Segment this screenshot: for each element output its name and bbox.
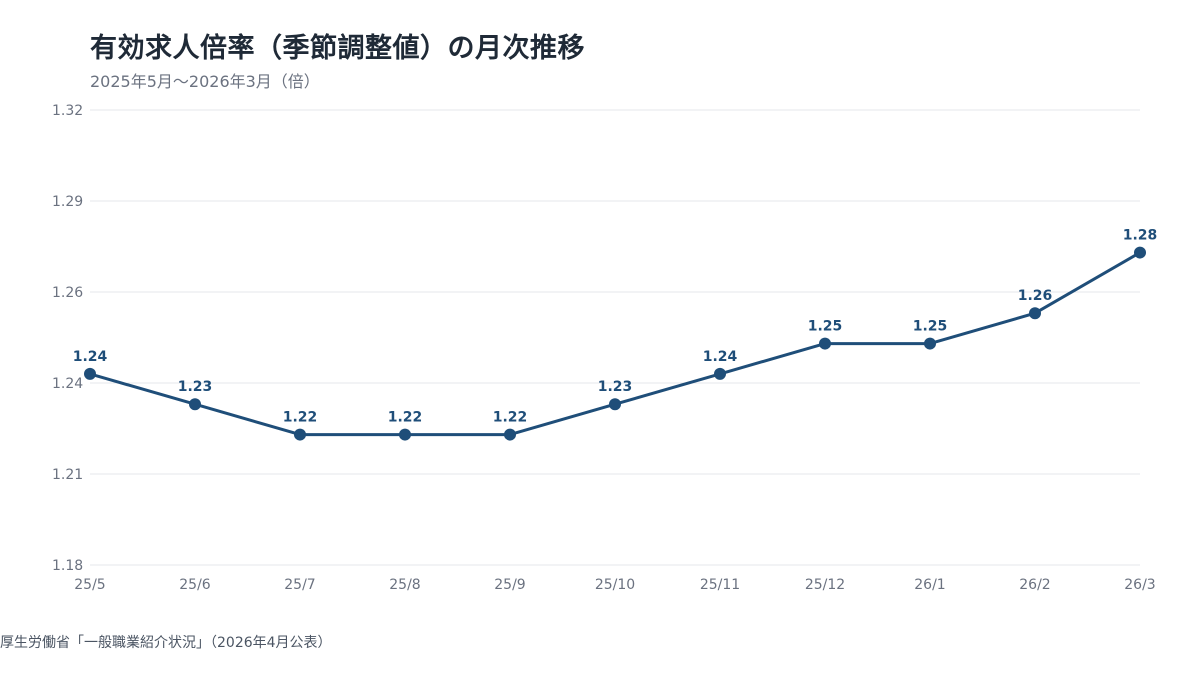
data-label: 1.24: [73, 349, 108, 365]
data-points: [84, 246, 1146, 441]
data-point[interactable]: [714, 367, 726, 380]
data-label: 1.25: [913, 319, 948, 335]
data-point[interactable]: [399, 428, 411, 441]
y-axis-tick-labels: 1.18 1.21 1.24 1.26 1.29 1.32: [52, 103, 83, 574]
grid-lines: [90, 109, 1140, 566]
data-label: 1.24: [703, 349, 738, 365]
x-tick-label: 26/2: [1019, 577, 1050, 593]
data-label: 1.25: [808, 319, 843, 335]
data-point[interactable]: [189, 398, 201, 411]
x-tick-label: 25/12: [805, 577, 845, 593]
data-point[interactable]: [819, 337, 831, 350]
y-tick-label: 1.18: [52, 558, 83, 574]
data-label: 1.22: [388, 410, 423, 426]
chart-title: 有効求人倍率（季節調整値）の月次推移: [90, 33, 585, 64]
data-labels: 1.24 1.23 1.22 1.22 1.22 1.23 1.24 1.25 1.25 1.26…: [73, 228, 1158, 426]
data-point[interactable]: [1029, 307, 1041, 320]
x-tick-label: 25/9: [494, 577, 525, 593]
data-label: 1.26: [1018, 288, 1053, 304]
y-tick-label: 1.29: [52, 194, 83, 210]
data-point[interactable]: [609, 398, 621, 411]
data-label: 1.22: [283, 410, 318, 426]
x-tick-label: 26/1: [914, 577, 945, 593]
y-tick-label: 1.21: [52, 467, 83, 483]
chart-subtitle: 2025年5月〜2026年3月（倍）: [90, 72, 320, 91]
source-note: 厚生労働省「一般職業紹介状況」（2026年4月公表）: [0, 632, 1200, 652]
data-point[interactable]: [84, 367, 96, 380]
x-tick-label: 25/5: [74, 577, 105, 593]
y-tick-label: 1.24: [52, 376, 83, 392]
data-label: 1.23: [178, 379, 213, 395]
data-point[interactable]: [924, 337, 936, 350]
x-tick-label: 25/7: [284, 577, 315, 593]
y-tick-label: 1.26: [52, 285, 83, 301]
x-tick-label: 25/6: [179, 577, 211, 593]
data-label: 1.28: [1123, 228, 1158, 244]
data-point[interactable]: [1134, 246, 1146, 259]
data-label: 1.23: [598, 379, 633, 395]
x-axis-tick-labels: 25/5 25/6 25/7 25/8 25/9 25/10 25/11 25/12 26/1 2…: [74, 577, 1155, 593]
data-point[interactable]: [294, 428, 306, 441]
x-tick-label: 25/11: [700, 577, 740, 593]
x-tick-label: 25/10: [595, 577, 635, 593]
data-label: 1.22: [493, 410, 528, 426]
x-tick-label: 26/3: [1124, 577, 1155, 593]
source-note-text: 厚生労働省「一般職業紹介状況」（2026年4月公表）: [0, 635, 332, 651]
data-point[interactable]: [504, 428, 516, 441]
x-tick-label: 25/8: [389, 577, 420, 593]
y-tick-label: 1.32: [52, 103, 83, 119]
